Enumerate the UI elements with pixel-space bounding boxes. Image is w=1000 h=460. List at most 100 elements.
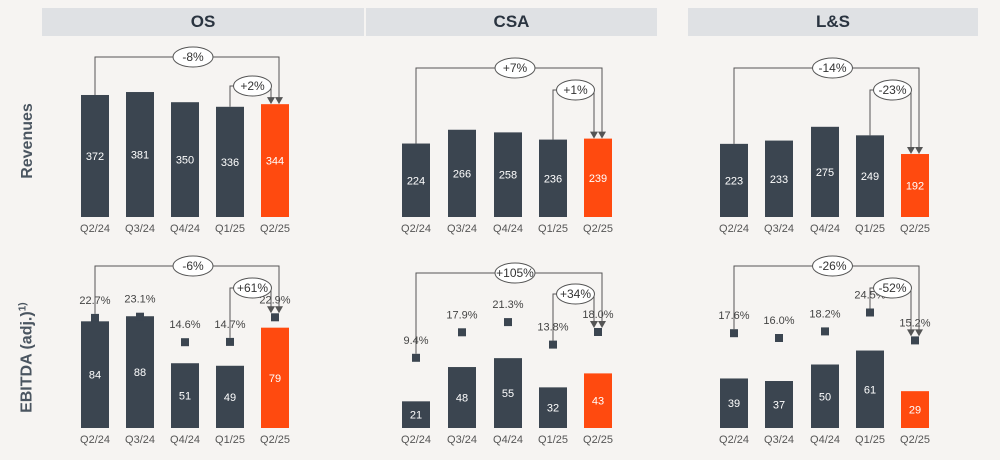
bar-csa-rev-3 (539, 139, 567, 217)
bar-value-csa-rev-1: 266 (453, 168, 471, 180)
tick-label-ls-rev-2: Q4/24 (810, 223, 840, 235)
yoy-connector-ls-ebitda (733, 265, 920, 336)
bar-value-ls-ebitda-1: 37 (773, 400, 785, 412)
tick-label-csa-ebitda-0: Q2/24 (401, 434, 431, 446)
tick-label-os-ebitda-4: Q2/25 (260, 434, 290, 446)
margin-label-ls-4: 15.2% (899, 317, 930, 329)
bar-value-os-rev-0: 372 (86, 151, 104, 163)
tick-label-ls-ebitda-2: Q4/24 (810, 434, 840, 446)
qoq-arrow-os-ebitda (267, 306, 275, 314)
margin-label-csa-2: 21.3% (492, 299, 523, 311)
header-ls: L&S (688, 8, 978, 36)
bar-value-csa-rev-4: 239 (589, 173, 607, 185)
margin-marker-os-0 (91, 313, 99, 322)
yoy-label-os-rev: -8% (182, 50, 204, 64)
bar-csa-ebitda-0 (402, 401, 430, 428)
margin-label-ls-1: 16.0% (763, 315, 794, 327)
bar-csa-ebitda-2 (494, 358, 522, 428)
yoy-connector-csa-rev (415, 67, 603, 144)
bar-ls-rev-4 (901, 154, 929, 217)
header-csa: CSA (366, 8, 657, 36)
bar-ls-rev-0 (720, 143, 748, 217)
bar-value-os-ebitda-4: 79 (269, 373, 281, 385)
qoq-bubble-ls-ebitda (873, 277, 912, 299)
bar-value-ls-rev-2: 275 (816, 167, 834, 179)
margin-marker-csa-2 (504, 318, 512, 327)
tick-label-csa-rev-3: Q1/25 (538, 223, 568, 235)
bar-value-os-rev-2: 350 (176, 155, 194, 167)
bar-os-rev-1 (126, 92, 154, 217)
tick-label-ls-ebitda-0: Q2/24 (719, 434, 749, 446)
bar-value-os-ebitda-1: 88 (134, 367, 146, 379)
bar-value-csa-rev-2: 258 (499, 170, 517, 182)
tick-label-ls-ebitda-1: Q3/24 (764, 434, 794, 446)
tick-label-os-ebitda-2: Q4/24 (170, 434, 200, 446)
qoq-arrow-ls-rev (907, 147, 915, 155)
margin-label-os-2: 14.6% (169, 319, 200, 331)
margin-marker-os-1 (136, 312, 144, 321)
qoq-label-csa-ebitda: +34% (560, 287, 591, 301)
margin-marker-ls-3 (866, 308, 874, 317)
margin-marker-ls-0 (730, 329, 738, 338)
margin-marker-ls-1 (775, 334, 783, 342)
yoy-arrow-csa-ebitda (598, 321, 606, 328)
yoy-label-csa-rev: +7% (503, 61, 528, 75)
qoq-label-ls-ebitda: -52% (878, 281, 906, 295)
bar-csa-rev-0 (402, 143, 430, 217)
qoq-bubble-csa-rev (556, 79, 595, 101)
bar-value-os-rev-4: 344 (266, 156, 284, 168)
yoy-arrow-os-ebitda (275, 306, 283, 314)
header-os: OS (42, 8, 364, 36)
yoy-label-ls-rev: -14% (818, 61, 846, 75)
tick-label-os-ebitda-1: Q3/24 (125, 434, 155, 446)
bar-os-ebitda-0 (81, 321, 109, 428)
tick-label-csa-ebitda-2: Q4/24 (493, 434, 523, 446)
tick-label-ls-ebitda-4: Q2/25 (900, 434, 930, 446)
tick-label-csa-ebitda-1: Q3/24 (447, 434, 477, 446)
bar-ls-ebitda-4 (901, 391, 929, 428)
qoq-label-os-rev: +2% (240, 79, 265, 93)
margin-label-os-1: 23.1% (124, 294, 155, 306)
bar-value-os-ebitda-0: 84 (89, 370, 101, 382)
bar-os-rev-3 (216, 106, 244, 217)
margin-marker-os-4 (271, 313, 279, 322)
margin-marker-csa-0 (412, 353, 420, 362)
qoq-arrow-csa-rev (590, 131, 598, 139)
bar-value-csa-rev-3: 236 (544, 173, 562, 185)
bar-value-ls-ebitda-4: 29 (909, 405, 921, 417)
tick-label-csa-ebitda-3: Q1/25 (538, 434, 568, 446)
qoq-label-ls-rev: -23% (878, 83, 906, 97)
bar-value-csa-ebitda-0: 21 (410, 410, 422, 422)
qoq-label-csa-rev: +1% (563, 83, 588, 97)
margin-marker-os-3 (226, 337, 234, 346)
bar-value-ls-rev-3: 249 (861, 171, 879, 183)
bar-csa-rev-1 (448, 129, 476, 217)
yoy-label-csa-ebitda: +105% (496, 266, 534, 280)
margin-marker-ls-4 (911, 336, 919, 345)
margin-marker-csa-1 (458, 328, 466, 337)
yoy-label-os-ebitda: -6% (182, 259, 204, 273)
margin-marker-csa-3 (549, 340, 557, 349)
tick-label-os-rev-3: Q1/25 (215, 223, 245, 235)
yoy-bubble-os-ebitda (172, 255, 214, 277)
bar-csa-ebitda-4 (584, 373, 612, 428)
qoq-arrow-os-rev (267, 97, 275, 105)
yoy-arrow-ls-rev (915, 147, 923, 155)
bar-ls-rev-1 (765, 140, 793, 217)
tick-label-os-ebitda-0: Q2/24 (80, 434, 110, 446)
bar-ls-ebitda-2 (811, 364, 839, 428)
margin-marker-ls-2 (821, 327, 829, 336)
tick-label-csa-rev-0: Q2/24 (401, 223, 431, 235)
yoy-arrow-os-rev (275, 97, 283, 105)
bar-value-os-ebitda-3: 49 (224, 392, 236, 404)
bar-value-ls-rev-0: 223 (725, 175, 743, 187)
bar-os-ebitda-3 (216, 365, 244, 428)
tick-label-ls-rev-4: Q2/25 (900, 223, 930, 235)
tick-label-csa-rev-1: Q3/24 (447, 223, 477, 235)
bar-os-ebitda-2 (171, 363, 199, 428)
yoy-label-ls-ebitda: -26% (818, 259, 846, 273)
bar-value-os-rev-1: 381 (131, 150, 149, 162)
tick-label-csa-rev-4: Q2/25 (583, 223, 613, 235)
bar-value-csa-ebitda-1: 48 (456, 393, 468, 405)
